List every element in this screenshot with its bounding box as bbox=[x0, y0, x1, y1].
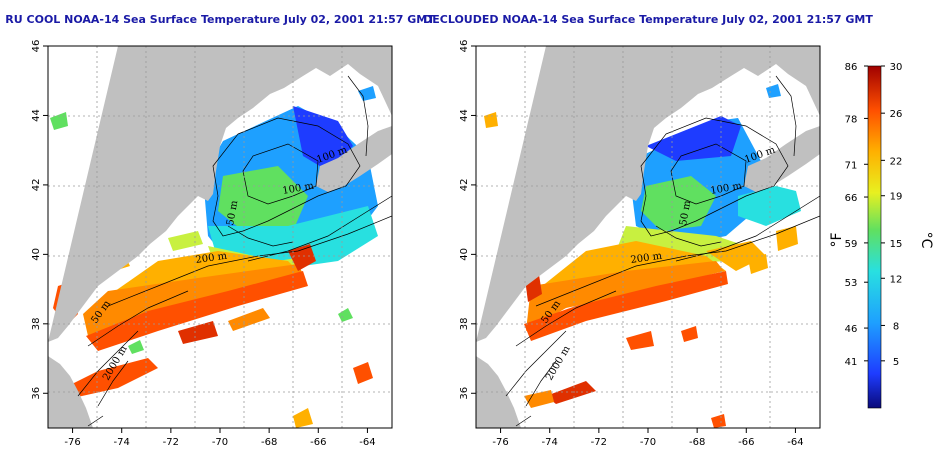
celsius-tick-label: 26 bbox=[890, 109, 903, 120]
fahrenheit-tick-label: 53 bbox=[845, 278, 858, 289]
map-axes: -76 -74 -72 -70 -68 -66 -64 46 44 42 40 38 36 bbox=[459, 40, 804, 448]
y-tick-label: 46 bbox=[31, 40, 42, 53]
x-tick-label: -76 bbox=[492, 437, 508, 448]
y-tick-label: 36 bbox=[31, 387, 42, 400]
x-tick-label: -74 bbox=[542, 437, 558, 448]
fahrenheit-tick-label: 41 bbox=[845, 357, 858, 368]
contour-label: 200 m bbox=[195, 251, 228, 266]
contour-label: 200 m bbox=[630, 251, 663, 266]
x-tick-label: -64 bbox=[359, 437, 375, 448]
y-tick-label: 44 bbox=[31, 109, 42, 122]
contour-label: 50 m bbox=[225, 199, 240, 226]
x-tick-label: -64 bbox=[787, 437, 803, 448]
y-tick-label: 46 bbox=[459, 40, 470, 53]
celsius-tick-label: 8 bbox=[893, 321, 899, 332]
celsius-tick-label: 5 bbox=[893, 357, 899, 368]
x-tick-label: -70 bbox=[640, 437, 656, 448]
map-title: RU COOL NOAA-14 Sea Surface Temperature … bbox=[5, 13, 435, 26]
y-tick-label: 40 bbox=[459, 248, 470, 261]
y-tick-label: 38 bbox=[31, 317, 42, 330]
celsius-tick-label: 15 bbox=[890, 239, 903, 250]
x-tick-label: -70 bbox=[212, 437, 228, 448]
map-title: DECLOUDED NOAA-14 Sea Surface Temperatur… bbox=[423, 13, 873, 26]
x-tick-label: -72 bbox=[591, 437, 607, 448]
celsius-tick-label: 22 bbox=[890, 156, 903, 167]
celsius-tick-label: 19 bbox=[890, 192, 903, 203]
x-tick-label: -68 bbox=[689, 437, 705, 448]
celsius-unit-label: °C bbox=[918, 232, 934, 249]
fahrenheit-tick-label: 66 bbox=[845, 193, 858, 204]
fahrenheit-tick-label: 86 bbox=[845, 62, 858, 73]
x-tick-label: -66 bbox=[738, 437, 754, 448]
y-tick-label: 38 bbox=[459, 317, 470, 330]
fahrenheit-unit-label: °F bbox=[829, 232, 845, 247]
celsius-tick-label: 12 bbox=[890, 274, 903, 285]
sst-map-raw: RU COOL NOAA-14 Sea Surface Temperature … bbox=[5, 13, 435, 448]
x-tick-label: -66 bbox=[310, 437, 326, 448]
x-tick-label: -72 bbox=[163, 437, 179, 448]
colorbar-ticks: 86 78 71 66 59 53 46 41 30 26 22 19 15 12 8 5 bbox=[845, 62, 903, 368]
y-tick-label: 40 bbox=[31, 248, 42, 261]
fahrenheit-tick-label: 71 bbox=[845, 160, 858, 171]
contour-label: 50 m bbox=[678, 199, 693, 226]
y-tick-label: 42 bbox=[459, 179, 470, 192]
x-tick-label: -68 bbox=[261, 437, 277, 448]
celsius-tick-label: 30 bbox=[890, 62, 903, 73]
colorbar-gradient bbox=[867, 65, 882, 409]
fahrenheit-tick-label: 46 bbox=[845, 324, 858, 335]
temperature-colorbar: 86 78 71 66 59 53 46 41 30 26 22 19 15 12 8 5 °F °C bbox=[829, 62, 934, 409]
sst-map-declouded: DECLOUDED NOAA-14 Sea Surface Temperatur… bbox=[423, 13, 873, 448]
y-tick-label: 36 bbox=[459, 387, 470, 400]
map-axes: -76 -74 -72 -70 -68 -66 -64 46 44 42 40 38 36 bbox=[31, 40, 376, 448]
y-tick-label: 44 bbox=[459, 109, 470, 122]
fahrenheit-tick-label: 59 bbox=[845, 239, 858, 250]
x-tick-label: -74 bbox=[114, 437, 130, 448]
fahrenheit-tick-label: 78 bbox=[845, 114, 858, 125]
x-tick-label: -76 bbox=[64, 437, 80, 448]
y-tick-label: 42 bbox=[31, 179, 42, 192]
